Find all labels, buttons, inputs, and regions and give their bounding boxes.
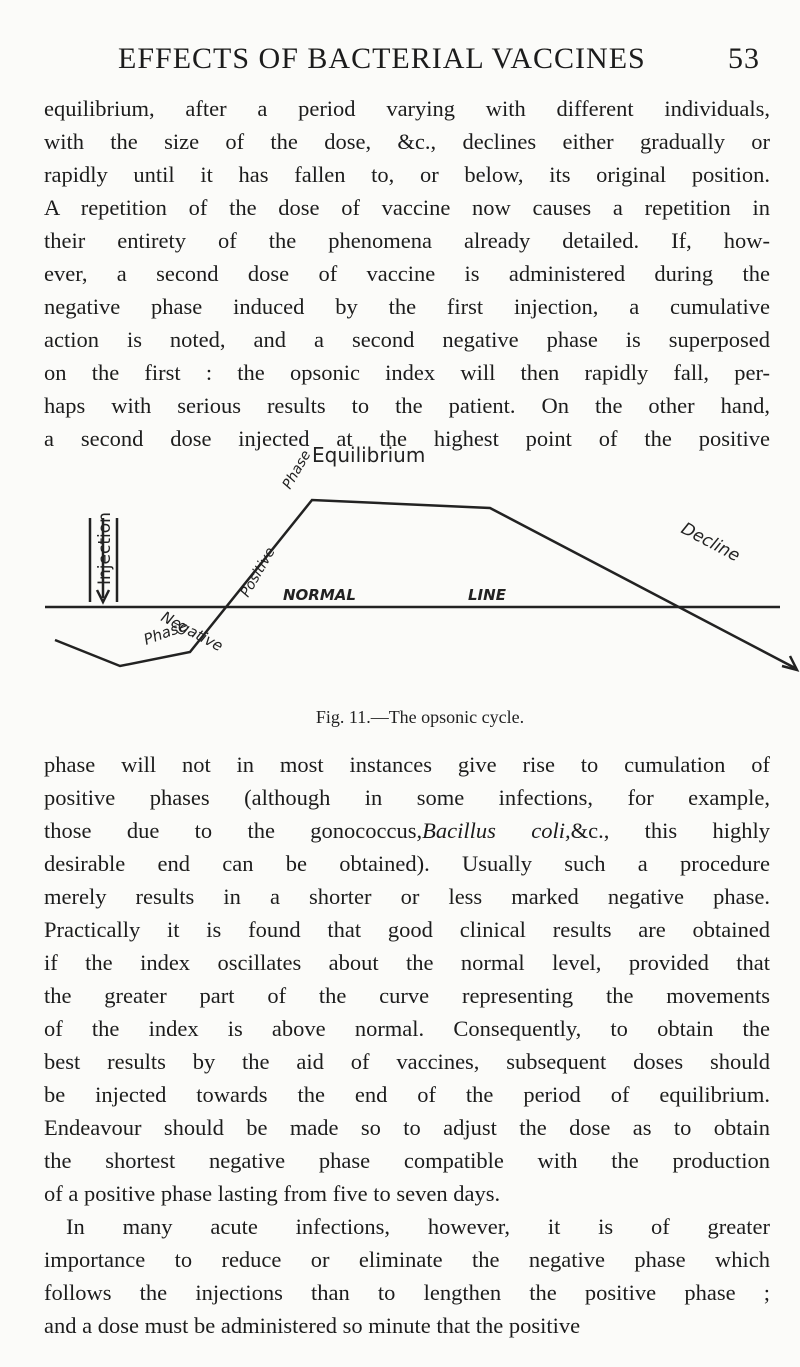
figure-caption: Fig. 11.—The opsonic cycle.: [316, 707, 524, 727]
text-segment: Bacillus coli,: [422, 818, 571, 843]
label: Injection: [95, 512, 115, 585]
text-line: haps with serious results to the patient…: [44, 393, 770, 418]
label: Positive: [238, 545, 279, 600]
text-line: action is noted, and a second negative p…: [44, 327, 770, 352]
diagram-labels: Injection Positive Phase Equilibrium Dec…: [95, 443, 743, 727]
arrow-head: [95, 589, 111, 605]
label: Equilibrium: [312, 443, 425, 467]
text-line: of a positive phase lasting from five to…: [44, 1181, 501, 1206]
text-line: A repetition of the dose of vaccine now …: [44, 195, 770, 220]
arrow-head: [781, 655, 800, 672]
text-line: the shortest negative phase compatible w…: [44, 1148, 770, 1173]
text-line: those due to the gonococcus,Bacillus col…: [44, 814, 770, 847]
text-line: merely results in a shorter or less mark…: [44, 884, 770, 909]
text-line: a second dose injected at the highest po…: [44, 426, 770, 451]
text-segment: those due to the gonococcus,: [44, 818, 423, 843]
text-line: if the index oscillates about the normal…: [44, 950, 770, 975]
text-line: positive phases (although in some infect…: [44, 785, 770, 810]
label: Decline: [678, 519, 744, 567]
diagram-lines: [45, 498, 800, 672]
text-line: negative phase induced by the first inje…: [44, 294, 770, 319]
text-line: equilibrium, after a period varying with…: [44, 96, 770, 121]
text-line: best results by the aid of vaccines, sub…: [44, 1049, 770, 1074]
text-line: of the index is above normal. Consequent…: [44, 1016, 770, 1041]
text-segment: &c., this highly: [570, 818, 770, 843]
page-number: 53: [728, 42, 760, 75]
text-line: the greater part of the curve representi…: [44, 983, 770, 1008]
text-line: on the first : the opsonic index will th…: [44, 360, 770, 385]
text-line: ever, a second dose of vaccine is admini…: [44, 261, 770, 286]
running-head: EFFECTS OF BACTERIAL VACCINES: [118, 42, 646, 75]
text-line: be injected towards the end of the perio…: [44, 1082, 770, 1107]
text-line: importance to reduce or eliminate the ne…: [44, 1247, 770, 1272]
text-line: and a dose must be administered so minut…: [44, 1313, 581, 1338]
opsonic-curve: [54, 498, 796, 670]
text-line: Endeavour should be made so to adjust th…: [44, 1115, 770, 1140]
label: NORMAL: [283, 586, 356, 604]
text-line: Practically it is found that good clinic…: [44, 917, 770, 942]
figure: Injection Positive Phase Equilibrium Dec…: [45, 443, 800, 727]
text-line: rapidly until it has fallen to, or below…: [44, 162, 770, 187]
text-line: follows the injections than to lengthen …: [44, 1280, 770, 1305]
text-line: desirable end can be obtained). Usually …: [44, 851, 770, 876]
text-line: In many acute infections, however, it is…: [66, 1214, 770, 1239]
text-line: their entirety of the phenomena already …: [44, 228, 770, 253]
text-line: with the size of the dose, &c., declines…: [44, 129, 770, 154]
text-line: phase will not in most instances give ri…: [44, 752, 770, 777]
label: LINE: [468, 586, 507, 604]
